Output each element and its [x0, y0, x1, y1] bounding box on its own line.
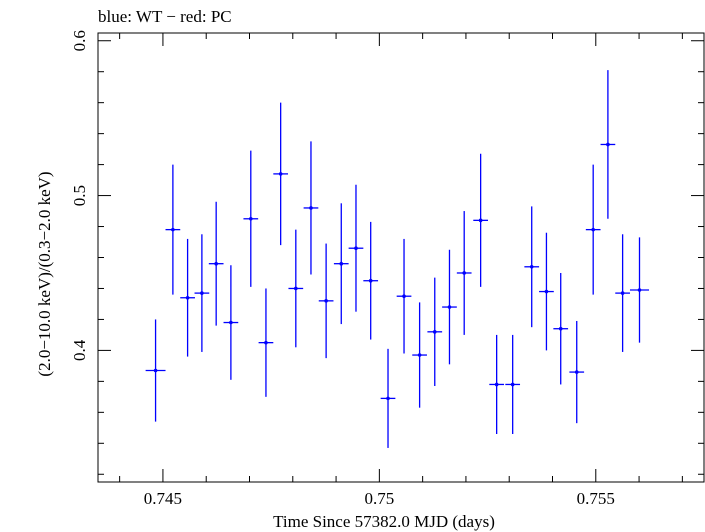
- point-marker: [494, 382, 499, 387]
- point-marker: [309, 206, 313, 210]
- point-marker: [620, 291, 625, 295]
- data-point: [442, 249, 457, 365]
- point-marker: [368, 278, 373, 283]
- point-marker: [558, 326, 563, 331]
- data-points: [145, 70, 650, 448]
- point-marker: [510, 382, 515, 387]
- point-marker: [214, 261, 218, 266]
- axis-ticks: [98, 33, 704, 482]
- data-point: [380, 348, 396, 448]
- point-marker: [264, 340, 268, 345]
- data-point: [333, 203, 349, 325]
- data-point: [585, 164, 601, 295]
- y-tick-label: 0.5: [70, 185, 89, 206]
- data-point: [629, 237, 650, 343]
- point-marker: [339, 261, 344, 266]
- point-marker: [278, 172, 283, 176]
- data-point: [456, 211, 472, 335]
- x-axis-label: Time Since 57382.0 MJD (days): [273, 512, 495, 531]
- data-point: [396, 238, 412, 354]
- point-marker: [324, 299, 328, 303]
- data-point: [318, 243, 334, 359]
- data-point: [258, 288, 274, 397]
- data-point: [145, 319, 166, 422]
- point-marker: [386, 396, 390, 401]
- y-axis-label: (2.0−10.0 keV)/(0.3−2.0 keV): [35, 171, 54, 376]
- chart-title: blue: WT − red: PC: [98, 7, 232, 26]
- x-tick-label: 0.755: [577, 489, 615, 508]
- data-point: [303, 141, 319, 275]
- y-tick-label: 0.4: [70, 339, 89, 361]
- data-point: [288, 229, 304, 348]
- point-marker: [591, 227, 595, 232]
- point-marker: [529, 264, 534, 269]
- point-marker: [574, 370, 579, 374]
- point-marker: [294, 286, 298, 291]
- point-marker: [153, 368, 158, 373]
- data-point: [223, 265, 239, 380]
- point-marker: [478, 218, 483, 223]
- data-point: [553, 272, 569, 385]
- x-tick-label: 0.75: [364, 489, 394, 508]
- data-point: [273, 102, 289, 246]
- data-point: [489, 334, 505, 435]
- data-point: [569, 320, 585, 424]
- point-marker: [462, 271, 466, 275]
- data-point: [165, 164, 181, 295]
- point-marker: [606, 142, 610, 147]
- y-tick-label: 0.6: [70, 30, 89, 51]
- point-marker: [229, 320, 233, 325]
- data-point: [412, 302, 427, 408]
- plot-frame: [97, 32, 705, 483]
- axis-tick-labels: 0.745 0.75 0.755 0.4 0.5 0.6: [70, 30, 615, 508]
- point-marker: [637, 288, 642, 292]
- data-point: [180, 238, 195, 357]
- data-point: [473, 153, 489, 287]
- data-point: [539, 232, 554, 351]
- data-point: [363, 221, 379, 340]
- point-marker: [447, 305, 452, 309]
- data-point: [600, 70, 616, 219]
- point-marker: [354, 246, 358, 251]
- data-point: [194, 234, 210, 352]
- data-point: [348, 184, 364, 312]
- x-tick-label: 0.745: [144, 489, 182, 508]
- data-point: [427, 277, 443, 387]
- data-point: [208, 201, 224, 326]
- point-marker: [171, 227, 175, 232]
- data-point: [615, 234, 630, 352]
- point-marker: [402, 294, 406, 299]
- point-marker: [185, 295, 190, 300]
- point-marker: [248, 216, 253, 221]
- data-point: [524, 206, 540, 328]
- data-point: [505, 334, 521, 435]
- point-marker: [200, 291, 204, 295]
- point-marker: [544, 289, 549, 294]
- point-marker: [417, 353, 422, 357]
- point-marker: [432, 330, 437, 334]
- data-point: [243, 150, 259, 287]
